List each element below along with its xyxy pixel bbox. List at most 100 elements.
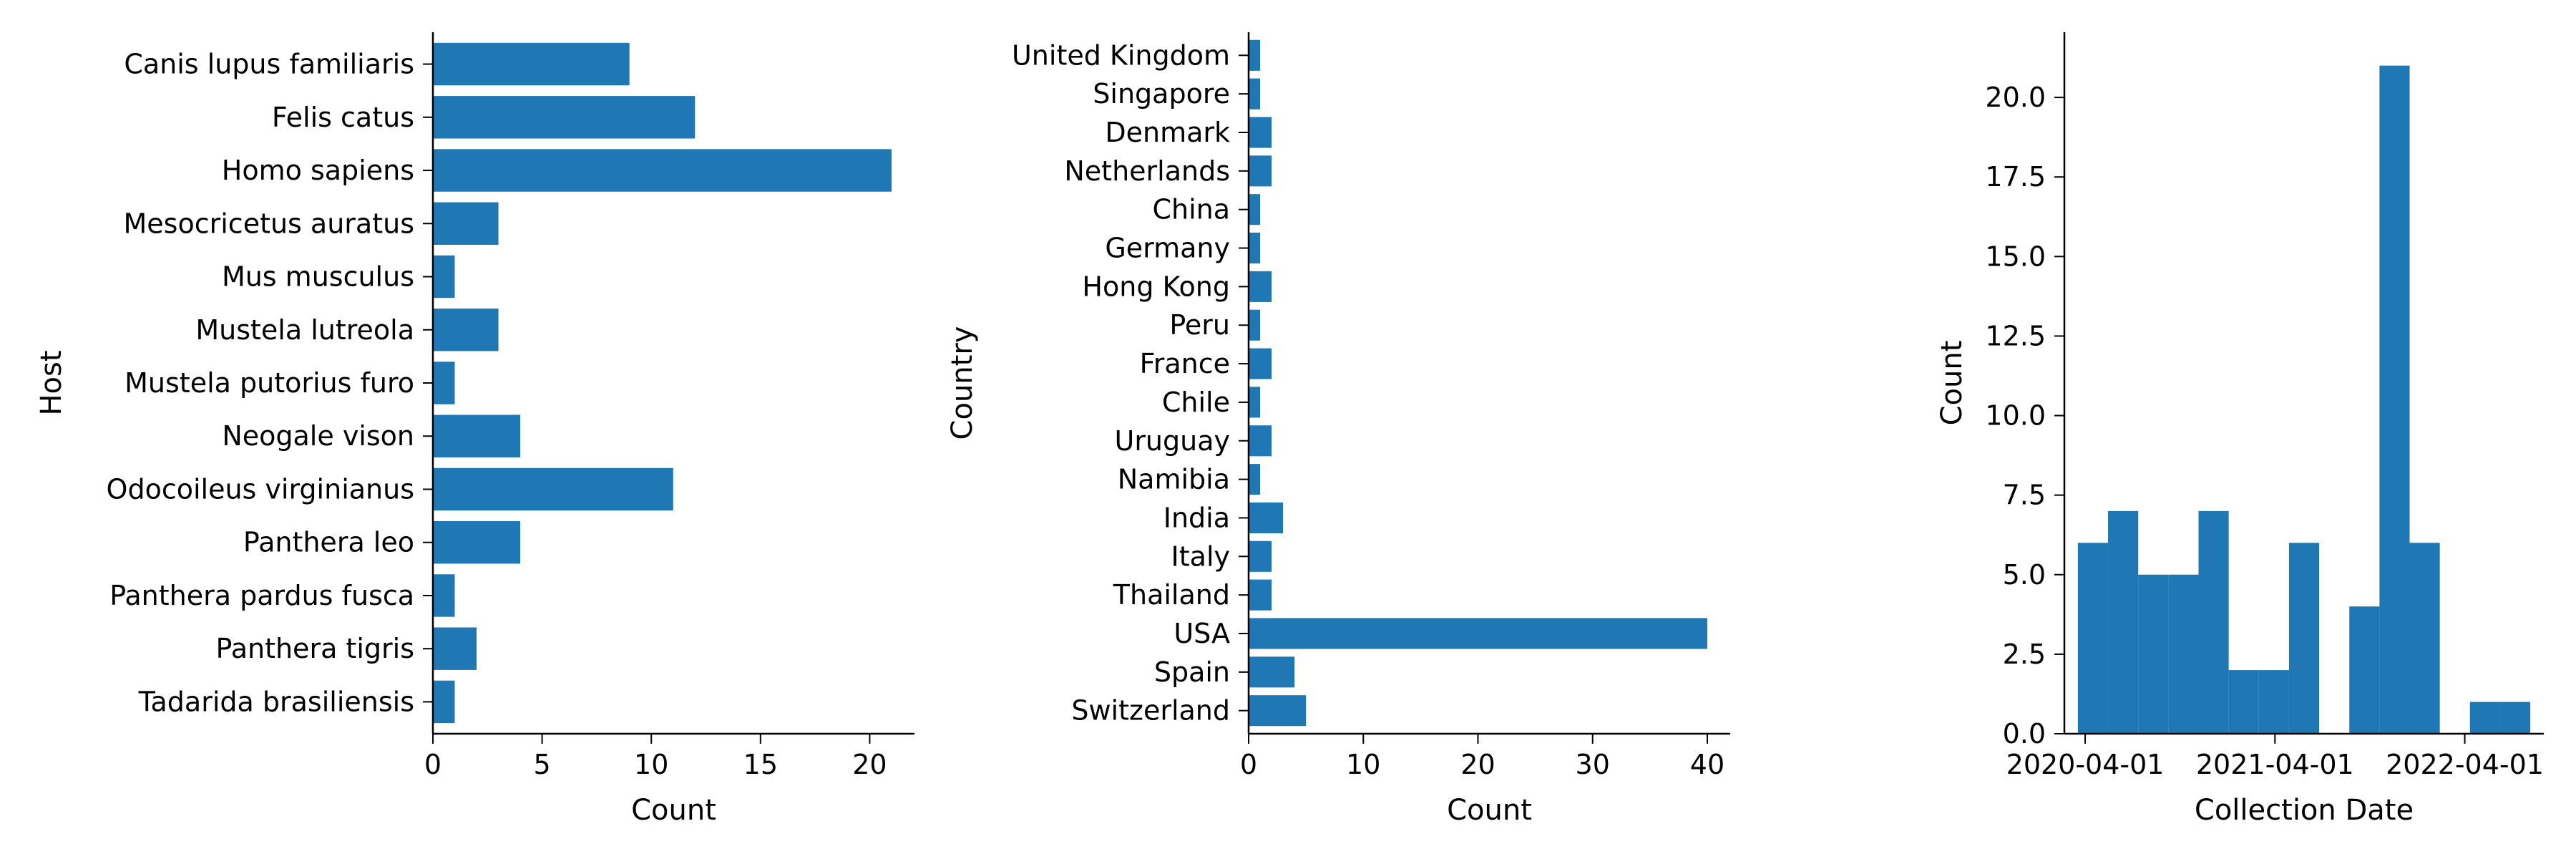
bar-peru <box>1249 309 1261 341</box>
y-tick-label: Panthera leo <box>243 527 414 558</box>
bar-panthera-pardus-fusca <box>433 574 455 617</box>
bar-mus-musculus <box>433 255 455 299</box>
histogram-bar-14 <box>2469 702 2500 734</box>
x-tick-label: 15 <box>743 749 778 780</box>
bar-china <box>1249 194 1261 225</box>
bar-spain <box>1249 656 1295 688</box>
bar-panthera-leo <box>433 521 521 564</box>
histogram-bar-10 <box>2349 606 2380 734</box>
x-tick-label: 0 <box>1240 749 1257 780</box>
y-tick-label: Italy <box>1171 540 1230 572</box>
bar-germany <box>1249 233 1261 264</box>
y-tick-label: 0.0 <box>2003 718 2046 749</box>
y-tick-label: Singapore <box>1093 78 1230 110</box>
bar-italy <box>1249 540 1272 572</box>
bar-mesocricetus-auratus <box>433 202 499 245</box>
y-tick-label: Felis catus <box>272 102 414 133</box>
y-tick-label: Namibia <box>1118 464 1230 495</box>
x-tick-label: 2021-04-01 <box>2196 749 2354 780</box>
bar-tadarida-brasiliensis <box>433 680 455 724</box>
bar-netherlands <box>1249 155 1272 187</box>
bar-india <box>1249 502 1284 533</box>
y-tick-label: Canis lupus familiaris <box>124 49 414 80</box>
y-axis-label: Host <box>35 350 68 415</box>
y-tick-label: Peru <box>1169 309 1230 341</box>
histogram-bar-6 <box>2228 670 2259 734</box>
y-tick-label: Mus musculus <box>222 261 414 293</box>
bar-mustela-lutreola <box>433 309 499 351</box>
bar-homo-sapiens <box>433 149 892 192</box>
x-tick-label: 10 <box>634 749 668 780</box>
y-tick-label: 15.0 <box>1985 241 2046 272</box>
collection-date-histogram: 0.0 2.5 5.0 7.5 10.0 12.5 15.0 17.5 20.0 2020-04-… <box>1936 32 2544 827</box>
x-tick-label: 20 <box>1460 749 1495 780</box>
y-tick-label: 2.5 <box>2003 639 2046 670</box>
histogram-bar-15 <box>2499 702 2531 734</box>
bar-neogale-vison <box>433 414 521 457</box>
histogram-bar-3 <box>2138 574 2169 734</box>
x-axis-label: Collection Date <box>2195 794 2414 827</box>
y-tick-label: Spain <box>1154 656 1230 688</box>
y-tick-label: 17.5 <box>1985 161 2046 193</box>
y-tick-label: India <box>1163 502 1230 533</box>
bar-chile <box>1249 387 1261 418</box>
x-tick-label: 20 <box>852 749 887 780</box>
bar-usa <box>1249 618 1707 649</box>
y-tick-label: Mustela lutreola <box>195 314 414 346</box>
y-tick-label: Denmark <box>1105 117 1230 148</box>
bar-hong-kong <box>1249 271 1272 302</box>
bar-singapore <box>1249 78 1261 110</box>
bar-mustela-putorius-furo <box>433 361 455 404</box>
bar-felis-catus <box>433 96 696 139</box>
histogram-bar-11 <box>2379 65 2410 734</box>
x-tick-label: 2022-04-01 <box>2386 749 2544 780</box>
y-tick-label: Neogale vison <box>222 420 414 452</box>
histogram-bar-1 <box>2077 543 2109 734</box>
bar-panthera-tigris <box>433 627 477 670</box>
histogram-bar-2 <box>2108 510 2139 734</box>
y-tick-label: Switzerland <box>1071 695 1230 727</box>
y-axis-label: Country <box>946 326 979 440</box>
y-axis-label: Count <box>1936 341 1968 426</box>
histogram-bar-5 <box>2198 510 2229 734</box>
y-tick-label: 20.0 <box>1985 82 2046 113</box>
y-tick-label: Panthera pardus fusca <box>109 580 414 611</box>
y-tick-label: Panthera tigris <box>216 633 415 664</box>
bar-denmark <box>1249 117 1272 148</box>
y-tick-label: Homo sapiens <box>222 155 414 186</box>
bar-switzerland <box>1249 695 1307 727</box>
y-tick-label: Netherlands <box>1064 155 1230 187</box>
y-tick-label: USA <box>1174 618 1230 649</box>
y-tick-label: Mustela putorius furo <box>125 367 414 399</box>
histogram-bar-4 <box>2168 574 2199 734</box>
y-tick-label: 10.0 <box>1985 400 2046 432</box>
y-tick-label: United Kingdom <box>1012 39 1230 71</box>
x-axis-label: Count <box>631 794 716 827</box>
y-tick-label: Uruguay <box>1115 425 1231 457</box>
country-bar-chart: United Kingdom Singapore Denmark Netherland… <box>946 32 1730 827</box>
y-tick-label: 7.5 <box>2003 480 2046 511</box>
y-tick-label: Odocoileus virginianus <box>107 473 414 505</box>
x-tick-label: 0 <box>424 749 441 780</box>
bar-united-kingdom <box>1249 39 1261 71</box>
bar-odocoileus-virginianus <box>433 467 673 511</box>
bar-namibia <box>1249 464 1261 495</box>
histogram-bar-12 <box>2409 543 2440 734</box>
bar-thailand <box>1249 579 1272 611</box>
x-tick-label: 10 <box>1346 749 1380 780</box>
x-tick-label: 30 <box>1576 749 1610 780</box>
y-tick-label: Chile <box>1162 387 1230 418</box>
y-tick-label: China <box>1152 194 1230 225</box>
y-tick-label: 12.5 <box>1985 320 2046 351</box>
bar-france <box>1249 348 1272 379</box>
y-tick-label: Mesocricetus auratus <box>124 208 414 239</box>
x-tick-label: 40 <box>1690 749 1724 780</box>
y-tick-label: Tadarida brasiliensis <box>138 686 414 717</box>
y-tick-label: Germany <box>1105 233 1230 264</box>
y-tick-label: Thailand <box>1113 579 1230 611</box>
y-tick-label: Hong Kong <box>1082 271 1230 302</box>
bar-uruguay <box>1249 425 1272 457</box>
histogram-bar-7 <box>2258 670 2289 734</box>
x-tick-label: 5 <box>534 749 551 780</box>
